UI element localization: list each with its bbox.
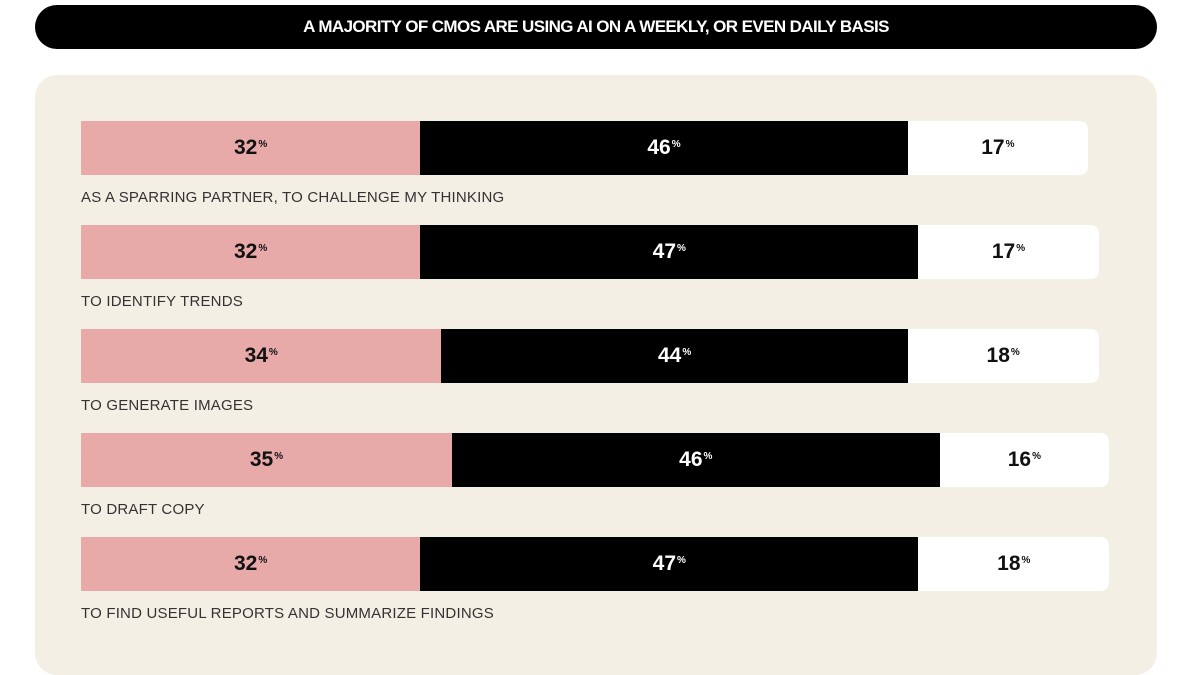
- data-label: 17: [981, 136, 1005, 159]
- bar-segment-3: 17%: [918, 225, 1099, 279]
- category-label: TO IDENTIFY TRENDS: [81, 293, 243, 310]
- percent-sign: %: [677, 554, 686, 566]
- data-label: 46: [679, 448, 703, 471]
- stacked-bar: 34% 44% 18%: [81, 329, 1099, 383]
- percent-sign: %: [1032, 450, 1042, 462]
- bar-segment-3: 17%: [907, 121, 1088, 175]
- percent-sign: %: [677, 242, 686, 254]
- bar-segment-2: 44%: [441, 329, 908, 383]
- chart-title-bar: A MAJORITY OF CMOS ARE USING AI ON A WEE…: [35, 5, 1157, 49]
- bar-segment-1: 32%: [81, 537, 421, 591]
- bar-segment-2: 46%: [420, 121, 908, 175]
- data-label: 18: [986, 344, 1010, 367]
- percent-sign: %: [1021, 554, 1031, 566]
- bar-segment-2: 46%: [452, 433, 940, 487]
- data-label: 46: [647, 136, 671, 159]
- data-label: 32: [233, 552, 258, 575]
- percent-sign: %: [258, 554, 268, 566]
- percent-sign: %: [671, 138, 681, 150]
- percent-sign: %: [703, 450, 713, 462]
- data-label: 17: [991, 240, 1016, 263]
- data-label: 34: [244, 344, 268, 367]
- percent-sign: %: [258, 242, 268, 254]
- stacked-bar: 32% 46% 17%: [81, 121, 1088, 175]
- bar-segment-1: 34%: [81, 329, 442, 383]
- category-label: AS A SPARRING PARTNER, TO CHALLENGE MY T…: [81, 189, 505, 206]
- category-label: TO FIND USEFUL REPORTS AND SUMMARIZE FIN…: [81, 605, 494, 622]
- bar-segment-1: 32%: [81, 121, 421, 175]
- data-label: 18: [997, 552, 1021, 575]
- percent-sign: %: [274, 450, 284, 462]
- stacked-bar: 32% 47% 17%: [81, 225, 1099, 279]
- data-label: 35: [249, 448, 274, 471]
- chart-title: A MAJORITY OF CMOS ARE USING AI ON A WEE…: [303, 17, 889, 36]
- percent-sign: %: [1010, 346, 1020, 358]
- percent-sign: %: [682, 346, 692, 358]
- percent-sign: %: [258, 138, 268, 150]
- bar-segment-2: 47%: [420, 537, 919, 591]
- data-label: 44: [657, 344, 682, 367]
- data-label: 16: [1007, 448, 1032, 471]
- bar-segment-1: 35%: [81, 433, 452, 487]
- bar-segment-3: 18%: [907, 329, 1099, 383]
- bar-segment-3: 18%: [918, 537, 1110, 591]
- stacked-bar: 35% 46% 16%: [81, 433, 1110, 487]
- data-label: 32: [233, 240, 258, 263]
- data-label: 47: [652, 240, 676, 263]
- bar-segment-2: 47%: [420, 225, 919, 279]
- category-label: TO DRAFT COPY: [81, 501, 205, 518]
- category-label: TO GENERATE IMAGES: [81, 397, 254, 414]
- percent-sign: %: [268, 346, 278, 358]
- bar-segment-1: 32%: [81, 225, 421, 279]
- percent-sign: %: [1005, 138, 1015, 150]
- data-label: 32: [233, 136, 258, 159]
- data-label: 47: [652, 552, 676, 575]
- percent-sign: %: [1016, 242, 1026, 254]
- bar-segment-3: 16%: [939, 433, 1110, 487]
- stacked-bar: 32% 47% 18%: [81, 537, 1110, 591]
